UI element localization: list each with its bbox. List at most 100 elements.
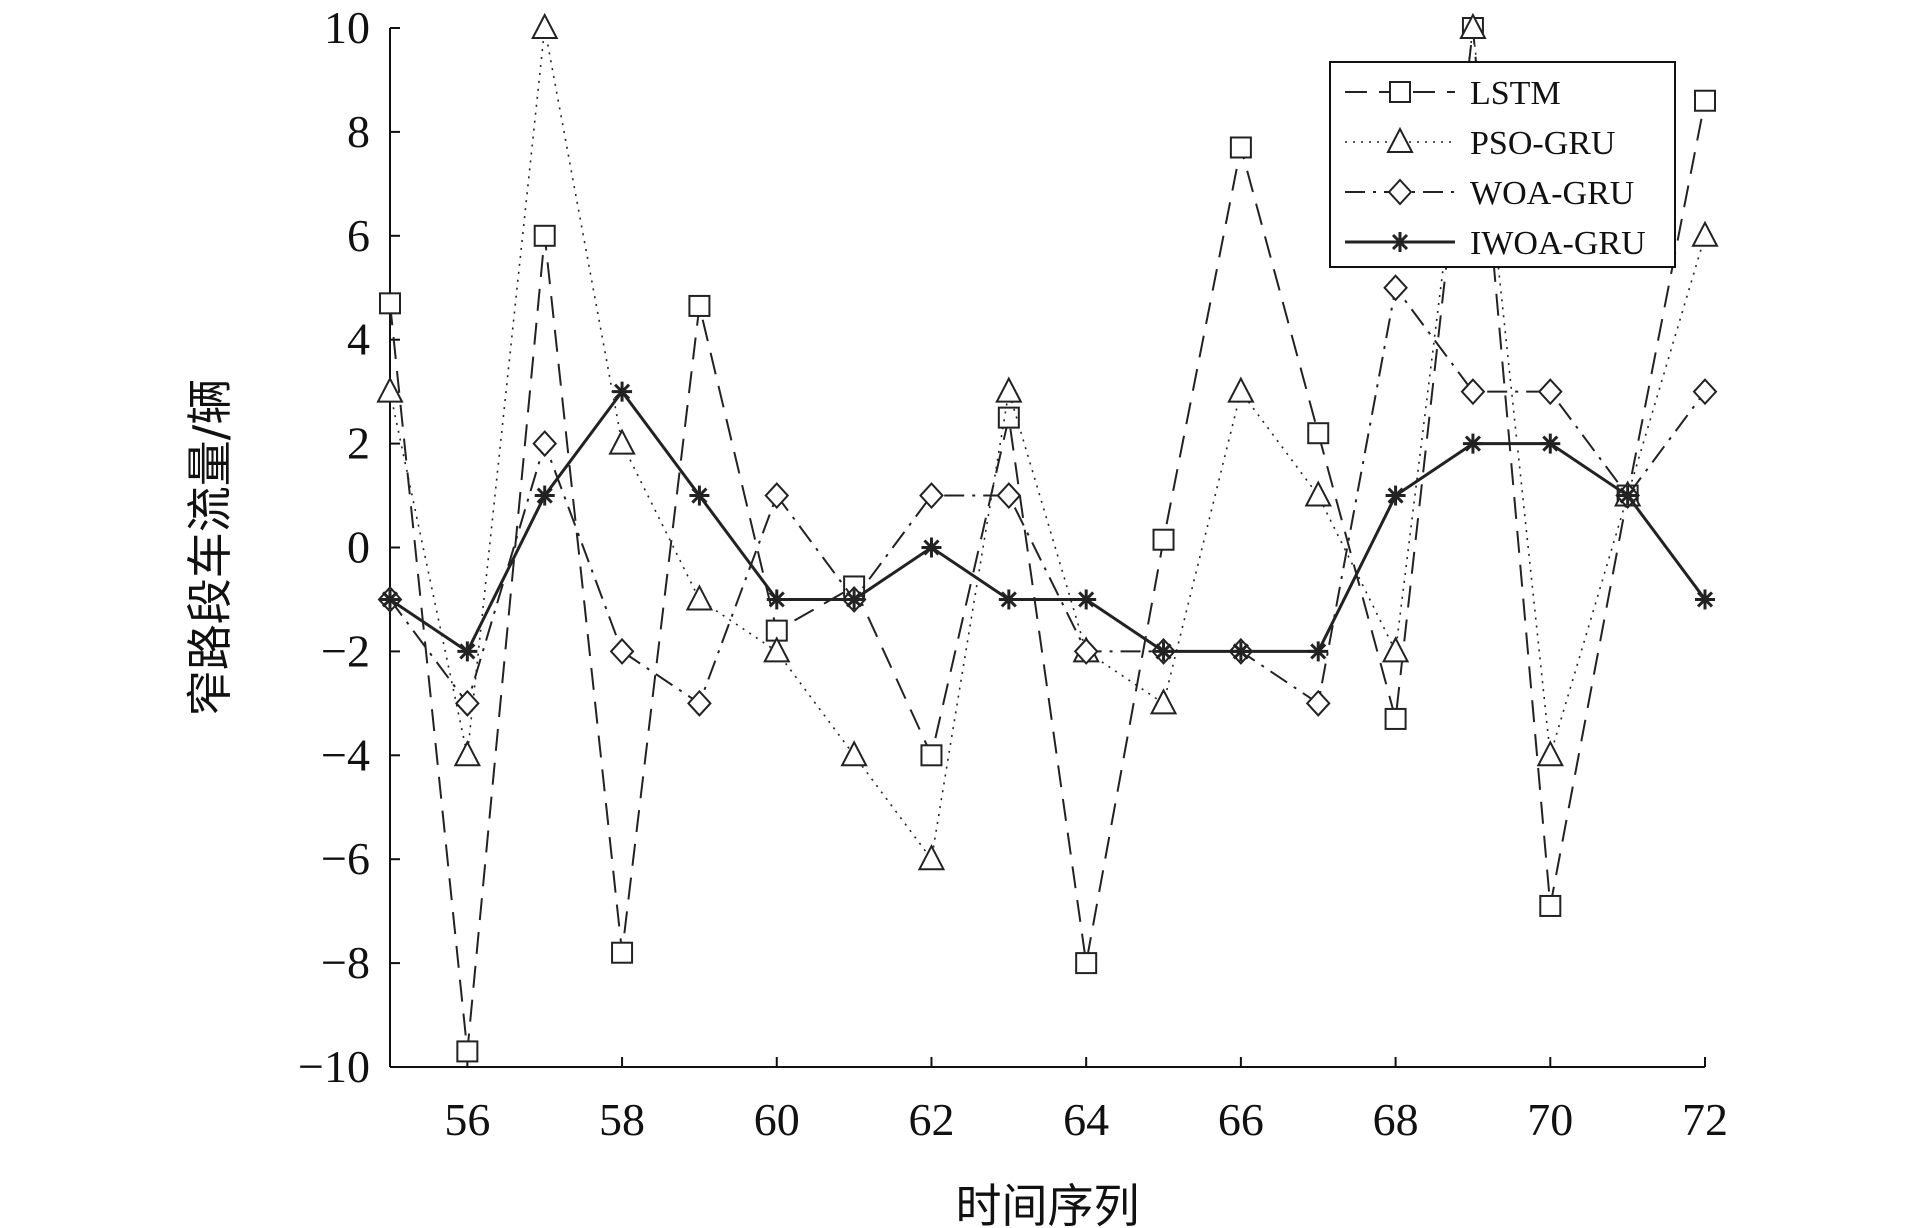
x-tick-label: 72 [1682,1094,1728,1145]
x-axis-label: 时间序列 [956,1179,1140,1228]
x-tick-label: 70 [1527,1094,1573,1145]
y-tick-label: −4 [321,729,370,780]
asterisk-stroke [1310,643,1327,660]
data-point-lstm [920,744,943,767]
data-point-iwoa-gru [1695,589,1715,610]
y-tick-label: 0 [347,522,370,573]
legend-marker [1387,178,1413,206]
x-tick-label: 60 [754,1094,800,1145]
asterisk-stroke [381,591,399,608]
legend-label: WOA-GRU [1470,175,1634,212]
data-point-woa-gru [1383,274,1408,302]
y-tick-label: 10 [324,2,370,53]
data-point-iwoa-gru [380,589,400,610]
data-point-iwoa-gru [612,381,633,402]
y-tick-label: −2 [321,625,370,676]
legend-box [1329,61,1676,268]
data-point-lstm [379,292,401,315]
data-point-pso-gru [1149,688,1178,715]
data-point-iwoa-gru [534,485,555,506]
data-point-iwoa-gru [1540,433,1561,454]
data-point-pso-gru [917,844,946,871]
x-tick-label: 62 [908,1094,954,1145]
data-point-woa-gru [764,482,790,510]
data-point-pso-gru [453,740,482,767]
data-point-pso-gru [1304,480,1332,507]
data-point-pso-gru [1227,376,1255,403]
x-tick-label: 58 [599,1094,645,1145]
data-point-iwoa-gru [1076,589,1097,610]
asterisk-stroke [1232,643,1249,660]
asterisk-stroke [459,643,476,660]
data-point-pso-gru [1459,12,1487,39]
data-point-pso-gru [763,636,791,663]
data-point-iwoa-gru [1385,485,1406,506]
data-point-lstm [997,406,1020,429]
asterisk-stroke [1619,487,1636,504]
data-point-woa-gru [454,689,480,717]
y-axis-label: 窄路段车流量/辆 [183,379,237,717]
data-point-pso-gru [995,376,1023,403]
asterisk-stroke [1391,233,1409,251]
asterisk-stroke [1078,591,1095,608]
data-point-iwoa-gru [457,641,478,662]
asterisk-stroke [1000,591,1017,608]
data-point-pso-gru [1691,220,1719,247]
asterisk-stroke [613,383,631,400]
data-point-lstm [456,1040,479,1063]
data-point-woa-gru [1460,378,1486,406]
data-point-iwoa-gru [1230,641,1251,662]
data-point-woa-gru [1537,378,1563,406]
data-point-iwoa-gru [689,485,710,506]
asterisk-stroke [1464,435,1482,452]
data-point-iwoa-gru [1153,641,1174,662]
data-point-lstm [533,224,556,247]
data-point-woa-gru [1073,637,1099,665]
data-point-woa-gru [1305,689,1331,717]
asterisk-stroke [1155,643,1172,660]
data-point-iwoa-gru [1617,485,1638,506]
data-point-iwoa-gru [921,537,942,558]
y-tick-label: −10 [298,1041,370,1092]
y-tick-label: 4 [347,314,370,365]
data-point-woa-gru [609,637,635,665]
x-tick-label: 66 [1218,1094,1264,1145]
x-tick-label: 68 [1373,1094,1419,1145]
legend-marker [1386,126,1414,153]
asterisk-stroke [1696,591,1714,608]
data-point-woa-gru [996,482,1022,510]
data-point-lstm [1152,528,1175,551]
x-tick-label: 56 [444,1094,490,1145]
y-tick-label: 6 [347,210,370,261]
legend-marker [1389,81,1411,103]
data-point-iwoa-gru [1308,641,1329,662]
asterisk-stroke [536,487,553,504]
y-tick-label: −8 [321,937,370,988]
asterisk-stroke [846,591,863,608]
data-point-lstm [1307,422,1330,445]
asterisk-stroke [691,487,708,504]
legend-label: PSO-GRU [1470,125,1615,162]
series-line-woa-gru [389,285,1706,706]
data-point-pso-gru [685,584,714,611]
data-point-lstm [688,294,711,317]
data-point-lstm [1694,89,1716,112]
data-point-lstm [611,941,634,964]
data-point-iwoa-gru [998,589,1019,610]
asterisk-stroke [768,591,785,608]
asterisk-stroke [1387,487,1404,504]
asterisk-stroke [1542,435,1559,452]
data-point-iwoa-gru [844,589,865,610]
series-line-iwoa-gru [389,389,1707,654]
data-point-lstm [1384,707,1407,730]
data-point-lstm [1539,894,1562,917]
data-point-iwoa-gru [766,589,787,610]
data-point-lstm [1075,952,1098,975]
legend-marker [1390,232,1410,252]
legend-label: IWOA-GRU [1470,225,1646,262]
data-point-woa-gru [1692,378,1718,406]
y-tick-label: 8 [347,106,370,157]
data-point-pso-gru [1381,636,1410,663]
data-point-iwoa-gru [1462,433,1483,454]
